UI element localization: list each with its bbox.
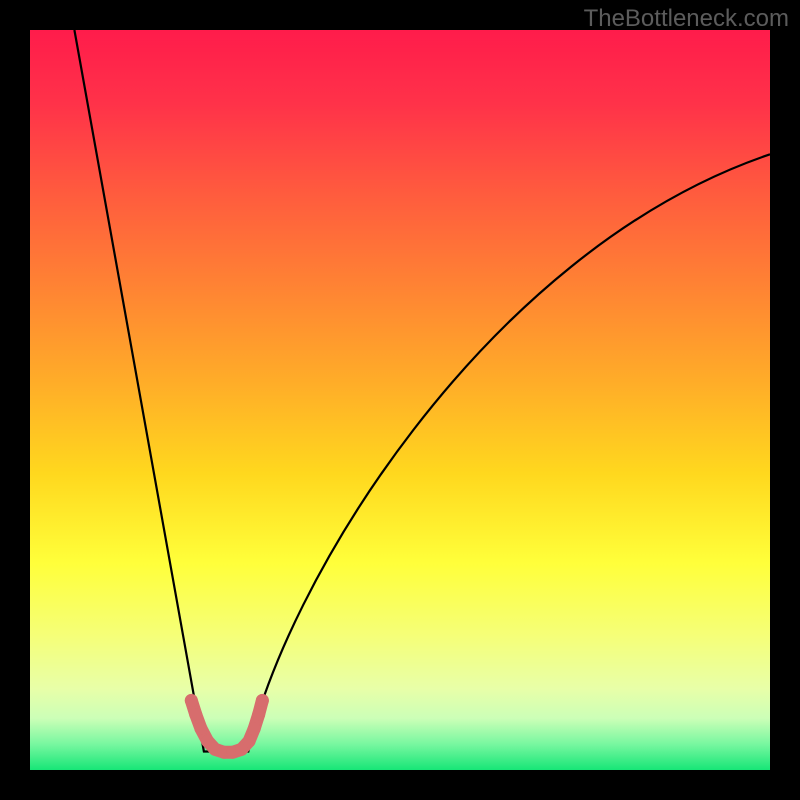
watermark-text: TheBottleneck.com	[584, 5, 789, 33]
bottleneck-chart	[0, 0, 800, 800]
chart-stage: TheBottleneck.com	[0, 0, 800, 800]
